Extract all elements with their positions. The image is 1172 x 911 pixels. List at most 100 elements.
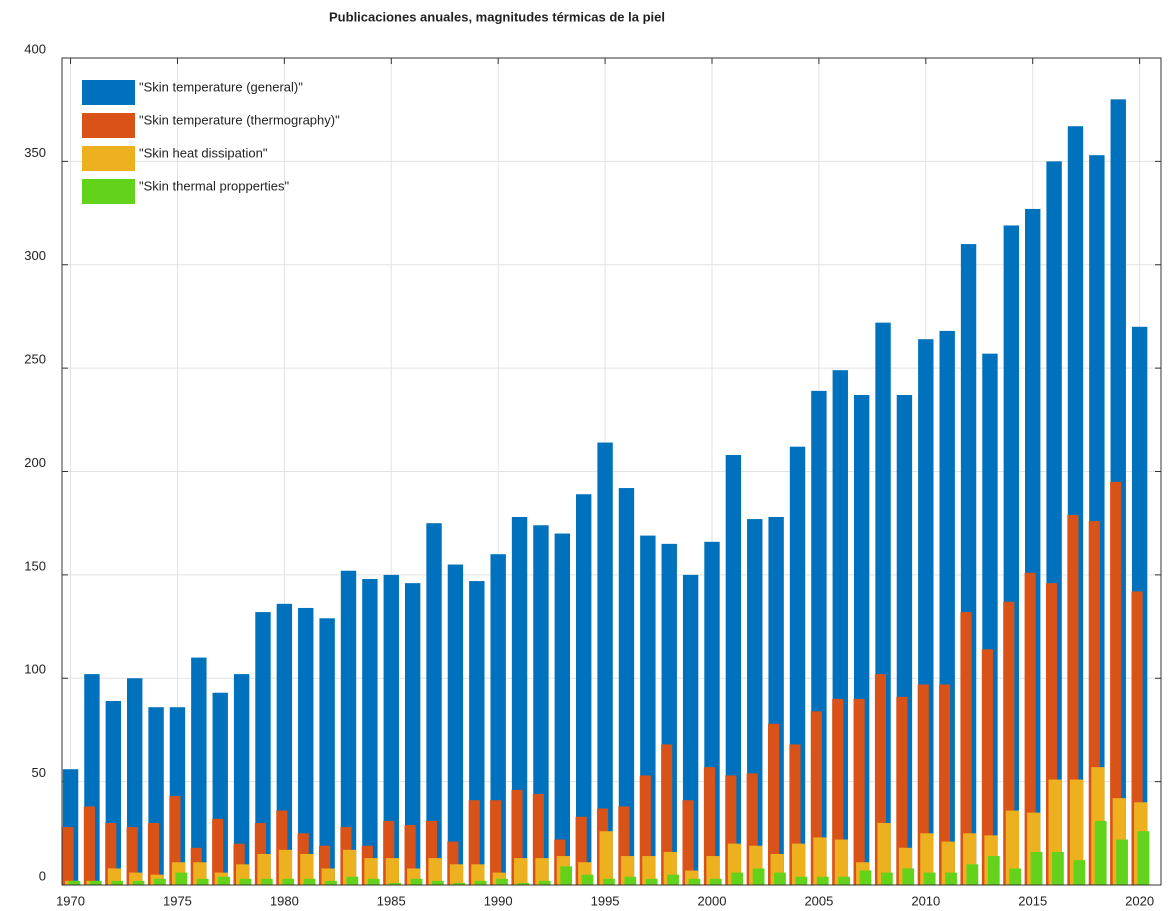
bar — [474, 880, 487, 885]
bar — [789, 744, 801, 885]
bar — [449, 864, 464, 885]
bar — [667, 874, 679, 885]
x-tick-label: 1970 — [56, 893, 85, 908]
bar — [725, 775, 737, 885]
bar — [1069, 779, 1084, 885]
bar — [816, 876, 829, 885]
bar — [832, 698, 844, 885]
bar — [987, 856, 1000, 885]
y-tick-label: 300 — [24, 248, 46, 263]
bar — [517, 882, 530, 885]
bar — [68, 880, 81, 885]
bar — [126, 827, 138, 885]
y-tick-label: 150 — [24, 558, 46, 573]
bar — [1005, 810, 1020, 885]
bar — [731, 872, 744, 885]
bar — [89, 880, 102, 885]
bar — [453, 882, 466, 885]
bar — [514, 858, 528, 885]
bar — [447, 564, 464, 885]
bar — [1137, 831, 1150, 885]
bar — [346, 876, 359, 885]
bar — [175, 872, 188, 885]
bar — [560, 866, 573, 885]
bar — [62, 827, 74, 885]
bar — [132, 880, 145, 885]
bar — [282, 878, 295, 885]
bar — [1073, 860, 1086, 885]
bar — [257, 853, 271, 885]
bar — [468, 800, 480, 885]
bar — [599, 831, 613, 885]
bar — [575, 816, 587, 885]
bar — [813, 837, 827, 885]
bar — [111, 880, 124, 885]
bar — [917, 684, 929, 885]
bar — [532, 794, 544, 885]
bar — [260, 878, 273, 885]
bar — [340, 570, 357, 885]
bar — [834, 839, 848, 885]
x-tick-label: 1995 — [591, 893, 620, 908]
y-tick-label: 250 — [24, 352, 46, 367]
bar — [853, 698, 865, 885]
bar — [154, 878, 166, 885]
bar — [300, 853, 314, 885]
bar — [276, 810, 288, 885]
bar — [404, 825, 416, 885]
bar — [810, 711, 822, 885]
x-tick-label: 1990 — [484, 893, 513, 908]
x-tick-label: 2020 — [1125, 893, 1154, 908]
bar — [147, 822, 160, 885]
bar — [319, 618, 335, 885]
bar — [838, 876, 851, 885]
bar — [298, 607, 314, 885]
bar — [874, 674, 887, 885]
bar — [881, 872, 893, 885]
bar — [278, 849, 293, 885]
bar — [342, 849, 357, 885]
bar — [367, 878, 380, 885]
bar — [1088, 521, 1100, 885]
bar — [383, 820, 395, 885]
bar — [426, 523, 442, 885]
bar — [490, 800, 502, 885]
bar — [538, 880, 551, 885]
bar — [1024, 572, 1036, 885]
bar — [624, 876, 637, 885]
legend-label: "Skin temperature (general)" — [139, 79, 303, 94]
bar — [1067, 514, 1079, 885]
bar — [1094, 820, 1107, 885]
bar — [428, 858, 442, 885]
bar — [709, 878, 722, 885]
bar — [1131, 591, 1143, 885]
bar — [364, 858, 378, 885]
bar — [410, 878, 423, 885]
bar — [447, 841, 459, 885]
bar — [688, 878, 701, 885]
bar — [319, 845, 331, 885]
bar — [404, 583, 421, 885]
x-tick-label: 1980 — [270, 893, 299, 908]
bar — [385, 858, 399, 885]
chart-title: Publicaciones anuales, magnitudes térmic… — [329, 9, 665, 24]
plot-frame — [61, 57, 1162, 886]
bar — [706, 856, 720, 885]
legend-label: "Skin heat dissipation" — [139, 145, 268, 160]
bar — [362, 579, 378, 885]
bar — [511, 789, 523, 885]
bar — [1116, 839, 1128, 885]
bar — [642, 856, 656, 885]
bar — [752, 868, 765, 885]
bar — [383, 574, 399, 885]
bar — [1003, 601, 1015, 885]
bar — [603, 878, 615, 885]
y-tick-label: 50 — [32, 765, 46, 780]
bar — [535, 858, 549, 885]
bar — [83, 806, 95, 885]
bar — [1052, 851, 1064, 885]
bar — [554, 533, 571, 885]
legend-swatch — [82, 80, 135, 105]
bar — [791, 843, 806, 885]
